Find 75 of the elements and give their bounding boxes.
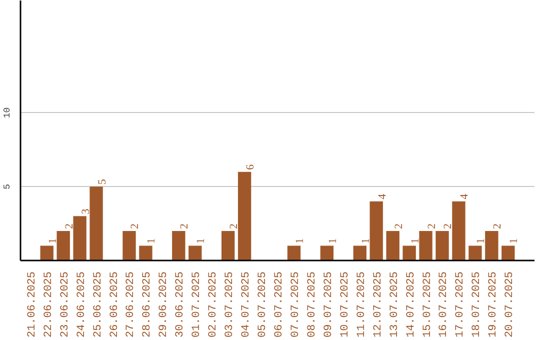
x-tick-label: 29.06.2025 [158, 271, 170, 338]
x-tick-label: 26.06.2025 [108, 271, 121, 338]
bar [353, 246, 366, 260]
x-tick-label: 08.07.2025 [306, 271, 318, 338]
x-tick-label: 21.06.2025 [26, 271, 38, 338]
data-label: 1 [46, 238, 59, 244]
x-tick-label: 05.07.2025 [257, 271, 270, 338]
x-tick-label: 28.06.2025 [142, 271, 154, 338]
data-label: 1 [294, 238, 306, 244]
x-tick-label: 15.07.2025 [422, 271, 434, 338]
bar [419, 230, 432, 260]
data-label: 2 [129, 223, 142, 229]
data-label: 2 [442, 223, 454, 229]
x-tick-label: 10.07.2025 [339, 271, 352, 338]
x-tick-label: 30.06.2025 [174, 271, 187, 338]
x-tick-label: 06.07.2025 [274, 271, 286, 338]
data-label: 4 [376, 193, 388, 200]
x-tick-label: 20.07.2025 [504, 271, 516, 338]
data-label: 1 [508, 238, 520, 244]
x-tick-label: 12.07.2025 [372, 271, 384, 338]
x-tick-label: 27.06.2025 [125, 271, 138, 338]
bar [73, 216, 86, 260]
data-label: 1 [195, 238, 208, 244]
x-tick-label: 11.07.2025 [356, 271, 368, 338]
data-label: 4 [458, 193, 471, 200]
y-tick-label: 10 [2, 107, 12, 118]
x-tick-label: 17.07.2025 [454, 271, 467, 338]
x-tick-label: 03.07.2025 [224, 271, 236, 338]
bar [90, 186, 103, 260]
x-tick-label: 18.07.2025 [471, 271, 484, 338]
x-tick-label: 23.06.2025 [59, 271, 72, 338]
bar [40, 246, 54, 260]
bar [221, 230, 235, 260]
bar [436, 230, 449, 260]
bar [238, 172, 252, 260]
data-label: 3 [80, 208, 92, 214]
x-tick-label: 02.07.2025 [208, 271, 220, 338]
bar [502, 246, 515, 260]
bar [370, 201, 383, 260]
data-label: 5 [96, 178, 108, 185]
x-tick-label: 14.07.2025 [405, 271, 418, 338]
x-tick-label: 13.07.2025 [388, 271, 401, 338]
data-label: 1 [475, 238, 488, 244]
bar [122, 230, 136, 260]
data-label: 1 [146, 238, 158, 244]
x-tick-label: 07.07.2025 [290, 271, 302, 338]
bar [188, 246, 202, 260]
x-tick-label: 19.07.2025 [488, 271, 500, 338]
bar [485, 230, 498, 260]
x-tick-label: 01.07.2025 [191, 271, 204, 338]
bar [172, 230, 186, 260]
x-tick-label: 16.07.2025 [438, 271, 450, 338]
data-label: 6 [244, 164, 257, 170]
data-label: 2 [392, 223, 405, 229]
bar [139, 246, 152, 260]
data-label: 2 [63, 223, 76, 229]
x-tick-label: 25.06.2025 [92, 271, 104, 338]
data-label: 1 [409, 238, 422, 244]
x-tick-label: 09.07.2025 [322, 271, 335, 338]
x-tick-label: 22.06.2025 [42, 271, 55, 338]
bar [402, 246, 416, 260]
bar [287, 246, 301, 260]
bar [452, 201, 466, 260]
bar [468, 246, 482, 260]
data-label: 1 [326, 238, 339, 244]
data-label: 1 [360, 238, 372, 244]
x-tick-label: 24.06.2025 [76, 271, 88, 338]
bar [386, 230, 400, 260]
data-label: 2 [178, 223, 191, 229]
data-label: 2 [426, 223, 438, 229]
x-tick-label: 04.07.2025 [240, 271, 253, 338]
data-label: 2 [492, 223, 504, 229]
bar [56, 230, 70, 260]
data-label: 2 [228, 223, 240, 229]
bar [320, 246, 334, 260]
